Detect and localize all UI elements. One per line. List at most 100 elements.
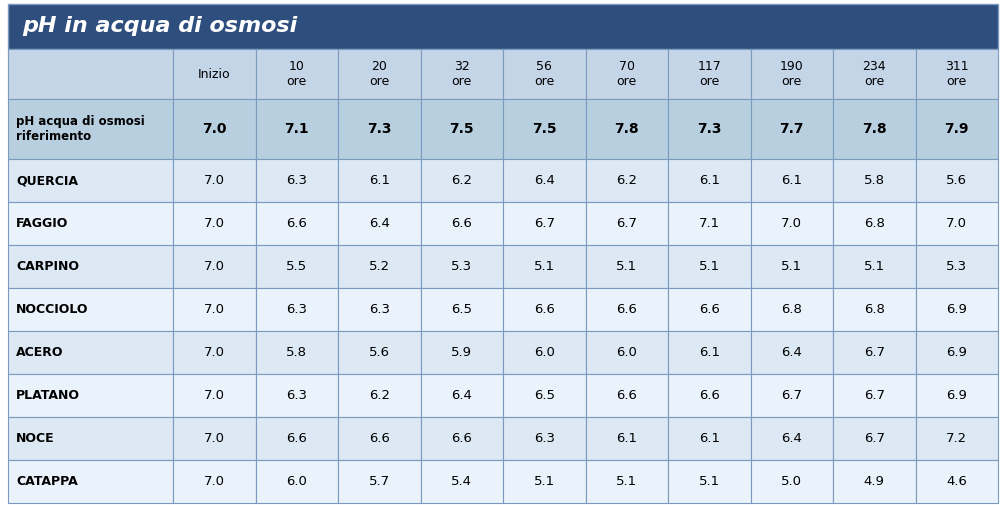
Text: 7.3: 7.3 bbox=[367, 122, 391, 136]
Text: 6.3: 6.3 bbox=[534, 432, 554, 445]
Text: 6.7: 6.7 bbox=[534, 217, 554, 230]
Text: pH in acqua di osmosi: pH in acqua di osmosi bbox=[22, 17, 297, 36]
Text: 6.0: 6.0 bbox=[617, 346, 637, 359]
Text: 117
ore: 117 ore bbox=[697, 60, 721, 88]
Text: 6.4: 6.4 bbox=[534, 174, 554, 187]
Text: 7.0: 7.0 bbox=[782, 217, 802, 230]
Text: ACERO: ACERO bbox=[16, 346, 63, 359]
Text: 5.1: 5.1 bbox=[617, 260, 638, 273]
Text: 6.0: 6.0 bbox=[287, 475, 307, 488]
Text: 7.0: 7.0 bbox=[204, 432, 224, 445]
Text: 5.6: 5.6 bbox=[369, 346, 389, 359]
Text: 5.6: 5.6 bbox=[947, 174, 967, 187]
Text: 5.1: 5.1 bbox=[782, 260, 803, 273]
Text: 7.5: 7.5 bbox=[532, 122, 556, 136]
Text: CARPINO: CARPINO bbox=[16, 260, 79, 273]
Text: 6.9: 6.9 bbox=[947, 303, 967, 316]
Text: 6.6: 6.6 bbox=[617, 389, 637, 402]
Text: 7.0: 7.0 bbox=[204, 475, 224, 488]
Text: 6.6: 6.6 bbox=[699, 303, 719, 316]
Text: 7.0: 7.0 bbox=[204, 217, 224, 230]
Text: 5.3: 5.3 bbox=[947, 260, 968, 273]
Text: 7.1: 7.1 bbox=[699, 217, 720, 230]
Text: NOCCIOLO: NOCCIOLO bbox=[16, 303, 89, 316]
Text: 6.6: 6.6 bbox=[369, 432, 389, 445]
Text: 190
ore: 190 ore bbox=[780, 60, 804, 88]
Text: 6.6: 6.6 bbox=[287, 432, 307, 445]
Text: 6.6: 6.6 bbox=[534, 303, 554, 316]
Text: CATAPPA: CATAPPA bbox=[16, 475, 77, 488]
Text: 6.8: 6.8 bbox=[864, 217, 884, 230]
Text: pH acqua di osmosi
riferimento: pH acqua di osmosi riferimento bbox=[16, 115, 145, 143]
Text: 6.1: 6.1 bbox=[699, 432, 719, 445]
Text: 6.6: 6.6 bbox=[452, 217, 472, 230]
Text: 6.9: 6.9 bbox=[947, 389, 967, 402]
Text: 7.8: 7.8 bbox=[615, 122, 639, 136]
Text: 6.6: 6.6 bbox=[699, 389, 719, 402]
Text: 6.4: 6.4 bbox=[782, 432, 802, 445]
Text: 6.1: 6.1 bbox=[369, 174, 389, 187]
Text: 6.0: 6.0 bbox=[534, 346, 554, 359]
Text: 56
ore: 56 ore bbox=[534, 60, 554, 88]
Text: 7.0: 7.0 bbox=[204, 389, 224, 402]
Text: 6.8: 6.8 bbox=[782, 303, 802, 316]
Text: 6.2: 6.2 bbox=[369, 389, 389, 402]
Text: 234
ore: 234 ore bbox=[862, 60, 886, 88]
Text: 5.5: 5.5 bbox=[286, 260, 307, 273]
Text: Inizio: Inizio bbox=[198, 68, 230, 80]
Text: 5.0: 5.0 bbox=[782, 475, 802, 488]
Text: 7.5: 7.5 bbox=[450, 122, 474, 136]
Text: 5.4: 5.4 bbox=[452, 475, 472, 488]
Text: 6.2: 6.2 bbox=[617, 174, 637, 187]
Text: 5.1: 5.1 bbox=[699, 260, 720, 273]
Text: 7.3: 7.3 bbox=[697, 122, 721, 136]
Text: 7.2: 7.2 bbox=[947, 432, 968, 445]
Text: 5.1: 5.1 bbox=[699, 475, 720, 488]
Text: 6.4: 6.4 bbox=[782, 346, 802, 359]
Text: 6.3: 6.3 bbox=[287, 303, 307, 316]
Text: 6.3: 6.3 bbox=[287, 174, 307, 187]
Text: PLATANO: PLATANO bbox=[16, 389, 80, 402]
Text: 6.6: 6.6 bbox=[452, 432, 472, 445]
Text: 6.7: 6.7 bbox=[864, 389, 884, 402]
Text: 5.1: 5.1 bbox=[534, 260, 555, 273]
Text: 5.8: 5.8 bbox=[287, 346, 307, 359]
Text: 5.2: 5.2 bbox=[368, 260, 389, 273]
Text: 6.7: 6.7 bbox=[782, 389, 802, 402]
Text: 6.8: 6.8 bbox=[864, 303, 884, 316]
Text: 6.6: 6.6 bbox=[287, 217, 307, 230]
Text: 6.4: 6.4 bbox=[369, 217, 389, 230]
Text: 5.3: 5.3 bbox=[451, 260, 472, 273]
Text: 4.6: 4.6 bbox=[947, 475, 967, 488]
Text: 10
ore: 10 ore bbox=[287, 60, 307, 88]
Text: 6.3: 6.3 bbox=[369, 303, 389, 316]
Text: 6.5: 6.5 bbox=[534, 389, 554, 402]
Text: 5.1: 5.1 bbox=[864, 260, 885, 273]
Text: QUERCIA: QUERCIA bbox=[16, 174, 78, 187]
Text: 6.7: 6.7 bbox=[617, 217, 637, 230]
Text: 7.0: 7.0 bbox=[947, 217, 967, 230]
Text: 6.4: 6.4 bbox=[452, 389, 472, 402]
Text: 7.0: 7.0 bbox=[204, 346, 224, 359]
Text: 6.1: 6.1 bbox=[699, 174, 719, 187]
Text: 6.1: 6.1 bbox=[782, 174, 802, 187]
Text: 6.2: 6.2 bbox=[452, 174, 472, 187]
Text: 7.1: 7.1 bbox=[285, 122, 309, 136]
Text: 5.1: 5.1 bbox=[617, 475, 638, 488]
Text: 6.1: 6.1 bbox=[617, 432, 637, 445]
Text: 6.6: 6.6 bbox=[617, 303, 637, 316]
Text: NOCE: NOCE bbox=[16, 432, 54, 445]
Text: 5.1: 5.1 bbox=[534, 475, 555, 488]
Text: 311
ore: 311 ore bbox=[945, 60, 969, 88]
Text: 7.0: 7.0 bbox=[204, 174, 224, 187]
Text: 6.3: 6.3 bbox=[287, 389, 307, 402]
Text: 32
ore: 32 ore bbox=[452, 60, 472, 88]
Text: 6.7: 6.7 bbox=[864, 346, 884, 359]
Text: 7.9: 7.9 bbox=[945, 122, 969, 136]
Text: 5.8: 5.8 bbox=[864, 174, 884, 187]
Text: 5.7: 5.7 bbox=[368, 475, 389, 488]
Text: 7.0: 7.0 bbox=[204, 303, 224, 316]
Text: 7.0: 7.0 bbox=[202, 122, 226, 136]
Text: 4.9: 4.9 bbox=[864, 475, 884, 488]
Text: 6.5: 6.5 bbox=[452, 303, 472, 316]
